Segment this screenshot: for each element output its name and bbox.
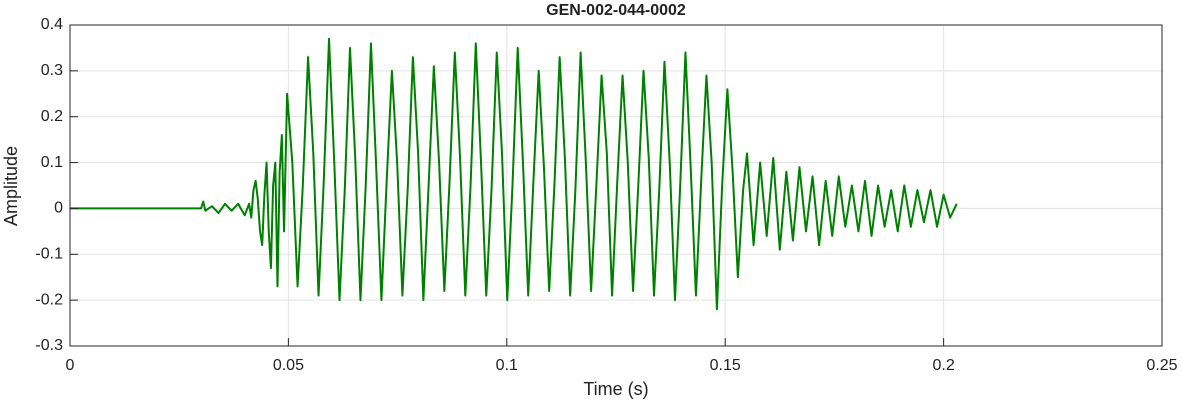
y-tick-label: -0.3	[35, 337, 63, 354]
x-tick-label: 0.25	[1146, 357, 1177, 374]
x-axis-label: Time (s)	[583, 379, 648, 399]
y-axis-label: Amplitude	[1, 146, 21, 226]
y-tick-label: 0.3	[41, 62, 63, 79]
waveform-line	[70, 37, 958, 311]
chart-title: GEN-002-044-0002	[546, 2, 686, 19]
y-tick-label: 0.1	[41, 154, 63, 171]
plot	[70, 37, 958, 311]
x-tick-label: 0.1	[496, 357, 518, 374]
y-tick-label: 0.4	[41, 16, 63, 33]
axes-box	[69, 24, 1163, 347]
x-tick-label: 0.15	[710, 357, 741, 374]
x-tick-label: 0.05	[273, 357, 304, 374]
y-tick-label: -0.1	[35, 246, 63, 263]
ticks: 0 0.05 0.1 0.15 0.2 0.25 -0.3 -0.2 -0.1 0 0.1 0.2 0.…	[35, 16, 1177, 374]
plot-area	[70, 25, 1162, 346]
y-tick-label: 0	[54, 200, 63, 217]
x-tick-label: 0.2	[932, 357, 954, 374]
y-tick-label: -0.2	[35, 291, 63, 308]
y-tick-label: 0.2	[41, 108, 63, 125]
x-tick-label: 0	[66, 357, 75, 374]
